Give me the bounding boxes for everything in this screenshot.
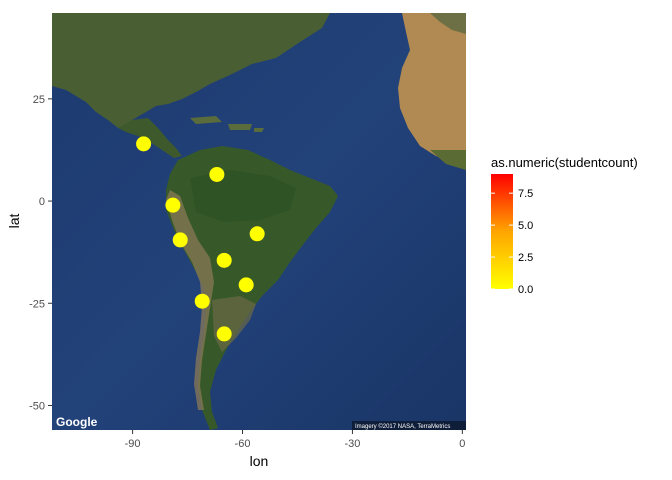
legend-label: 2.5 (518, 252, 533, 264)
data-point-8 (194, 293, 210, 309)
x-axis: -90 -60 -30 0 (125, 430, 465, 450)
data-point-2 (209, 166, 225, 182)
data-point-1 (136, 136, 152, 152)
points-layer (136, 136, 265, 342)
data-point-7 (238, 277, 254, 293)
y-tick-label: 0 (39, 196, 45, 208)
legend-label: 7.5 (518, 188, 533, 200)
x-tick-label: 0 (459, 438, 465, 450)
legend: as.numeric(studentcount) 7.5 5.0 2.5 0.0 (491, 155, 638, 296)
y-tick-label: -25 (29, 298, 45, 310)
amazon-region (190, 170, 296, 222)
data-point-9 (216, 326, 232, 342)
x-axis-title: lon (250, 453, 269, 469)
attribution-background (352, 421, 466, 430)
map-panel: Google Imagery ©2017 NASA, TerraMetrics (52, 13, 466, 430)
x-tick-label: -30 (344, 438, 360, 450)
data-point-3 (165, 197, 181, 213)
andes-region (166, 190, 214, 410)
x-tick-label: -90 (125, 438, 141, 450)
legend-ticks: 7.5 5.0 2.5 0.0 (491, 188, 533, 296)
data-point-6 (216, 252, 232, 268)
y-axis-title: lat (6, 214, 22, 229)
y-axis: 25 0 -25 -50 (29, 94, 52, 412)
central-america-land (118, 118, 182, 158)
y-tick-label: -50 (29, 400, 45, 412)
legend-label: 5.0 (518, 220, 533, 232)
north-america-land (52, 13, 330, 128)
africa-land (398, 13, 466, 168)
europe-land (430, 13, 466, 34)
legend-title: as.numeric(studentcount) (491, 155, 638, 170)
y-tick-label: 25 (33, 94, 45, 106)
map-attribution: Imagery ©2017 NASA, TerraMetrics (355, 423, 450, 430)
google-logo: Google (56, 415, 98, 429)
x-tick-label: -60 (235, 438, 251, 450)
data-point-5 (172, 232, 188, 248)
caribbean-islands (190, 116, 264, 132)
data-point-4 (249, 226, 265, 242)
west-africa-green (430, 150, 466, 170)
legend-colorbar (491, 174, 513, 289)
legend-label: 0.0 (518, 284, 533, 296)
